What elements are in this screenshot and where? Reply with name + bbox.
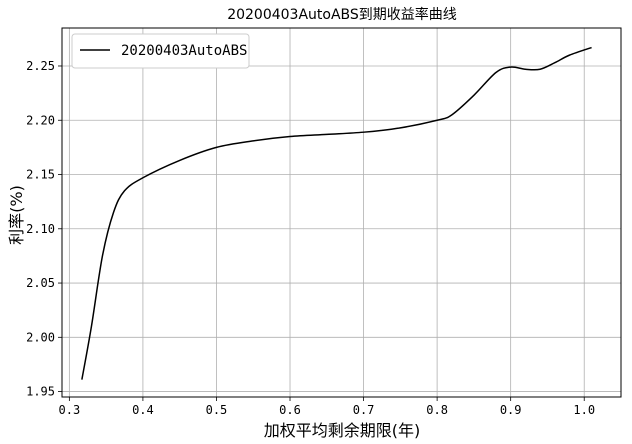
chart-title: 20200403AutoABS到期收益率曲线 [227,6,457,23]
series-layer [81,46,592,380]
legend: 20200403AutoABS [71,33,250,69]
y-tick-label: 2.20 [26,113,55,127]
x-tick-label: 0.9 [500,403,522,417]
y-tick-label: 2.25 [26,59,55,73]
series-line [81,46,592,380]
y-tick-label: 2.00 [26,330,55,344]
legend-entry: 20200403AutoABS [121,43,247,59]
y-tick-label: 1.95 [26,385,55,399]
y-tick-label: 2.15 [26,168,55,182]
x-tick-label: 1.0 [573,403,595,417]
x-tick-label: 0.7 [353,403,375,417]
ticks: 0.3 0.4 0.5 0.6 0.7 0.8 0.9 1.0 1.95 2.00 2.05 2.10… [26,59,595,417]
y-tick-label: 2.10 [26,222,55,236]
x-tick-label: 0.8 [426,403,448,417]
plot-frame [61,27,622,398]
y-tick-label: 2.05 [26,276,55,290]
x-tick-label: 0.3 [59,403,81,417]
grid [62,28,621,397]
x-axis-label: 加权平均剩余期限(年) [264,421,421,440]
y-axis-label: 利率(%) [7,185,26,245]
x-tick-label: 0.4 [132,403,154,417]
legend-box [71,33,250,69]
x-tick-label: 0.6 [279,403,301,417]
x-tick-label: 0.5 [206,403,228,417]
